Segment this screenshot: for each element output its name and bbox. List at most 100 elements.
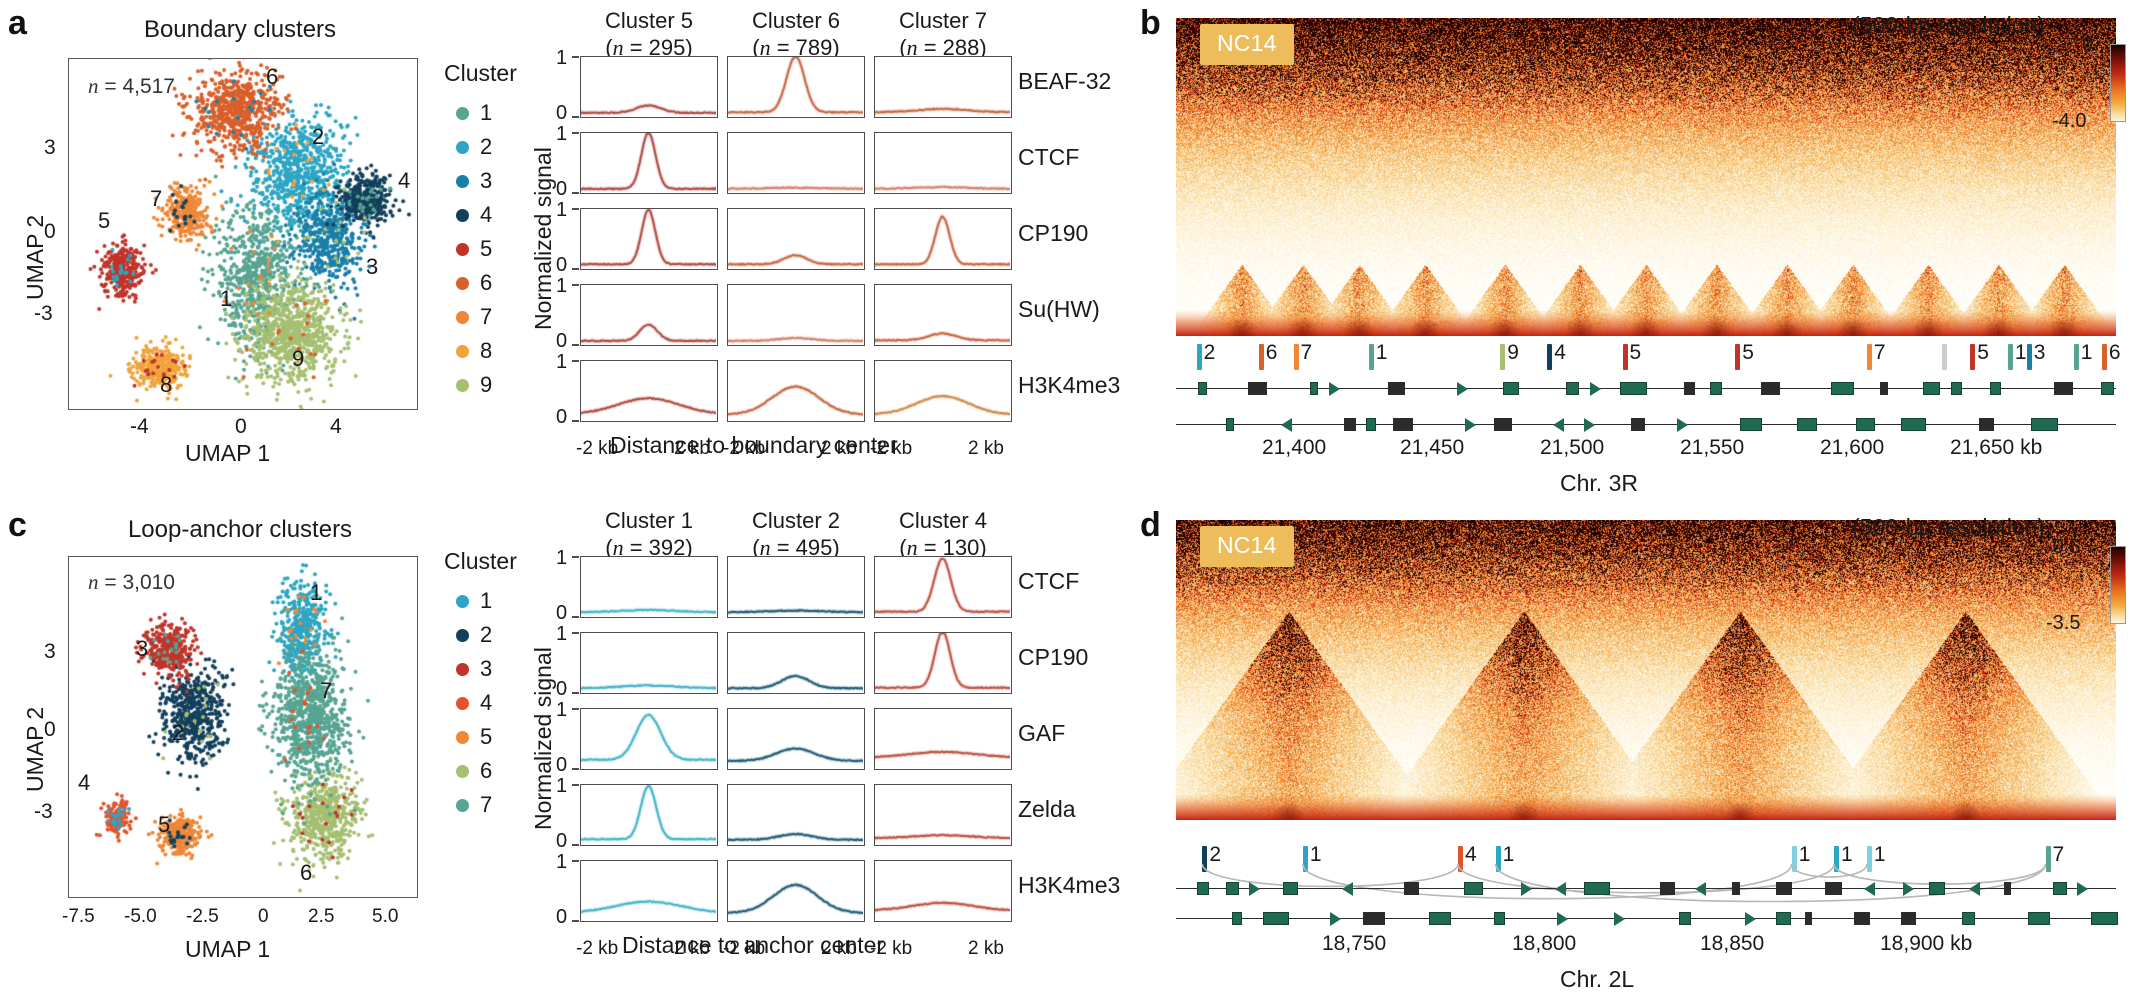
gene-exon-block [1620,382,1647,395]
cluster-tick-label: 3 [2033,341,2046,364]
profile-curve [875,361,1010,420]
profiles-c-ylabel: Normalized signal [530,647,556,830]
cluster-tick-mark [1196,344,1202,370]
gene-strand-arrow-icon [1583,418,1595,432]
umap-boundary-plot [68,58,418,410]
profile-xtick-right: 2 kb [674,938,710,959]
col-cluster-name: Cluster 5 [604,8,694,33]
gene-track-line [1176,918,2116,920]
legend-c-item-1[interactable]: 1 [456,588,492,614]
profile-xtick-left: -2 kb [576,938,619,959]
profile-cell [727,360,865,422]
umap-a-cluster-label-3: 3 [366,254,379,279]
legend-dot-icon [456,798,469,812]
hic-3R-colorbar [2110,44,2126,122]
profile-cell [727,132,865,194]
umap-c-cluster-label-2: 2 [172,720,185,745]
profile-xtick-left: -2 kb [870,938,913,959]
profile-ytick-mark [572,616,579,618]
row-label-a-2: CP190 [1018,220,1089,246]
n-italic: n [612,34,624,60]
umap-c-ytick-1: 0 [44,718,56,741]
legend-dot-icon [456,106,469,120]
profile-curve [581,709,716,768]
legend-c-item-6[interactable]: 6 [456,758,492,784]
cluster-tick-label: 5 [1742,341,1754,364]
legend-c-title: Cluster [444,548,517,574]
profile-curve [581,785,716,844]
legend-a-item-3[interactable]: 3 [456,168,492,194]
profile-ytick-0: 0 [556,178,568,200]
cluster-tick-mark [1866,344,1872,370]
legend-dot-icon [456,628,469,642]
gene-exon-block [1310,382,1318,395]
profile-ytick-0: 0 [556,602,568,624]
gene-exon-block [1404,882,1419,895]
row-label-c-0: CTCF [1018,568,1080,594]
umap-boundary-n: n = 4,517 [88,74,175,98]
legend-a-item-9[interactable]: 9 [456,372,492,398]
panel-letter-a: a [8,4,27,42]
legend-a-item-2[interactable]: 2 [456,134,492,160]
profile-curve [728,57,863,116]
hic-2L-stage-badge: NC14 [1200,526,1294,567]
gene-exon-block [1387,382,1406,395]
legend-dot-icon [456,344,469,358]
gene-exon-block [1283,882,1298,895]
legend-a-item-6[interactable]: 6 [456,270,492,296]
profile-cell [580,284,718,346]
legend-c-item-3[interactable]: 3 [456,656,492,682]
profile-ytick-mark [572,860,579,862]
gene-track-line [1176,888,2116,890]
gene-strand-arrow-icon [1613,912,1625,926]
gene-exon-block [1344,418,1356,431]
legend-a-item-8[interactable]: 8 [456,338,492,364]
loop-arc [1790,863,1868,878]
col-n: 392 [648,534,686,560]
col-cluster-name: Cluster 7 [898,8,988,33]
cluster-tick-label: 1 [2080,341,2093,364]
n-italic: n [759,34,771,60]
legend-a-item-7[interactable]: 7 [456,304,492,330]
col-n: 295 [648,34,686,60]
legend-c-item-2[interactable]: 2 [456,622,492,648]
legend-a-item-1[interactable]: 1 [456,100,492,126]
cluster-tick-label: 4 [1554,341,1566,364]
cluster-tick-mark [1622,344,1628,370]
hic-2L-resolution: (500-bp resolution) [1852,514,2046,540]
legend-a-item-4[interactable]: 4 [456,202,492,228]
gene-exon-block [1583,882,1610,895]
legend-a-item-5[interactable]: 5 [456,236,492,262]
legend-c-item-4[interactable]: 4 [456,690,492,716]
gene-exon-block [1226,882,1239,895]
umap-c-cluster-label-1: 1 [310,580,323,605]
profile-curve [581,133,716,192]
gene-exon-block [1502,382,1520,395]
legend-a-label: 7 [480,304,493,329]
profile-cell [727,556,865,618]
gene-exon-block [1928,882,1945,895]
gene-exon-block [2003,882,2011,895]
profile-cell [727,632,865,694]
legend-a-label: 1 [480,100,493,125]
legend-c-item-5[interactable]: 5 [456,724,492,750]
profile-ytick-mark [572,116,579,118]
legend-c-item-7[interactable]: 7 [456,792,492,818]
col-head-a-2: Cluster 7 (n = 288) [898,8,988,60]
gene-exon-block [2030,418,2058,431]
profile-ytick-1: 1 [556,275,568,297]
legend-dot-icon [456,594,469,608]
n-italic: n [906,534,918,560]
gene-exon-block [1856,418,1875,431]
profile-xtick-left: -2 kb [870,438,913,459]
row-label-a-4: H3K4me3 [1018,372,1121,398]
hic-3R-stage-badge: NC14 [1200,24,1294,65]
profile-cell [727,708,865,770]
profile-cell [874,708,1012,770]
row-label-a-3: Su(HW) [1018,296,1100,322]
umap-a-ytick-2: -3 [34,302,53,325]
profile-curve [581,209,716,268]
col-head-c-2: Cluster 4 (n = 130) [898,508,988,560]
profile-ytick-mark [572,556,579,558]
gene-strand-arrow-icon [1864,882,1876,896]
